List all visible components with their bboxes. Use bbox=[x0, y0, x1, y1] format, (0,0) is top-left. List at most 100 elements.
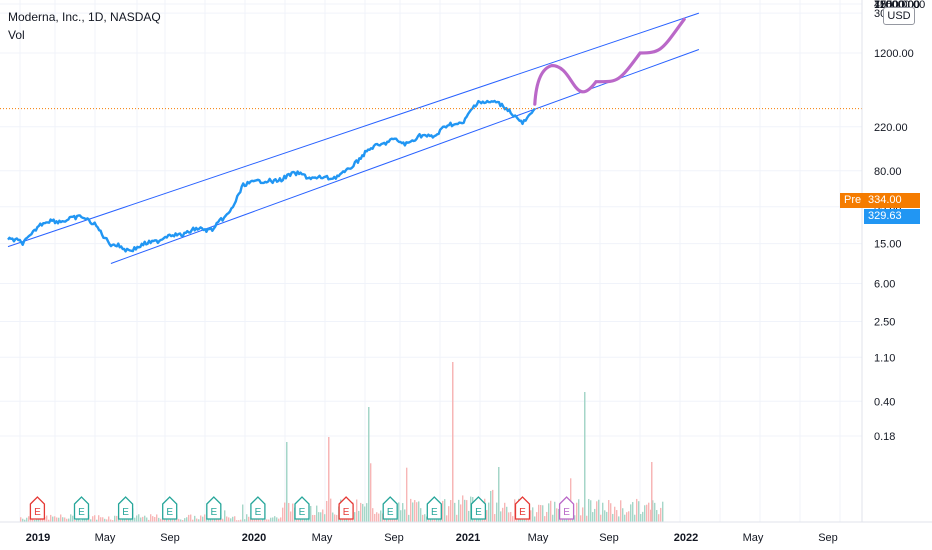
price-line bbox=[7, 99, 536, 253]
time-tick-label: May bbox=[743, 532, 764, 544]
volume-bar bbox=[420, 508, 422, 522]
volume-bar bbox=[360, 502, 362, 522]
earnings-marker-label: E bbox=[563, 507, 570, 518]
earnings-marker: E bbox=[470, 496, 487, 520]
earnings-marker-shape bbox=[162, 496, 178, 520]
earnings-marker-shape bbox=[117, 496, 134, 520]
price-tick-label: 7500.00 bbox=[874, 0, 914, 11]
volume-bar bbox=[448, 506, 450, 522]
volume-bar bbox=[34, 519, 36, 522]
volume-bar bbox=[638, 501, 640, 522]
volume-bar bbox=[464, 499, 466, 522]
volume-bar bbox=[52, 516, 54, 522]
volume-bar bbox=[248, 516, 250, 522]
volume-bar bbox=[238, 520, 240, 522]
volume-bar bbox=[58, 517, 60, 522]
earnings-marker-label: E bbox=[166, 507, 173, 518]
earnings-marker: E bbox=[117, 496, 134, 520]
volume-bar bbox=[544, 516, 546, 522]
price-tick-label: 1200.00 bbox=[874, 48, 914, 60]
currency-button[interactable]: USD bbox=[883, 7, 915, 25]
volume-bar bbox=[354, 512, 356, 522]
volume-bar bbox=[588, 498, 590, 522]
price-tick-label: 110000.00 bbox=[874, 0, 925, 11]
volume-bar bbox=[366, 503, 368, 522]
volume-bar bbox=[118, 518, 120, 522]
projection-path[interactable] bbox=[533, 17, 686, 106]
earnings-marker: E bbox=[426, 496, 442, 520]
volume-bar bbox=[244, 519, 246, 522]
volume-bar bbox=[402, 503, 404, 522]
volume-bar bbox=[534, 516, 536, 522]
time-tick-label: 2020 bbox=[242, 532, 266, 544]
volume-bar bbox=[168, 519, 170, 522]
volume-bar bbox=[246, 514, 248, 522]
volume-bar bbox=[272, 517, 274, 522]
volume-bar bbox=[470, 496, 472, 522]
volume-bar bbox=[398, 502, 400, 522]
price-tick-label: 80.00 bbox=[874, 166, 902, 178]
volume-bar bbox=[510, 511, 512, 522]
volume-bar bbox=[500, 511, 502, 522]
volume-bar bbox=[444, 499, 446, 522]
volume-bar bbox=[328, 437, 330, 522]
volume-bar bbox=[268, 519, 270, 522]
time-tick-label: May bbox=[95, 532, 116, 544]
volume-bar bbox=[512, 516, 514, 522]
volume-bar bbox=[578, 499, 580, 522]
volume-bar bbox=[586, 515, 588, 522]
earnings-marker: E bbox=[514, 496, 531, 520]
volume-bar bbox=[150, 514, 152, 522]
volume-bar bbox=[146, 517, 148, 522]
volume-bar bbox=[90, 519, 92, 522]
earnings-marker-shape bbox=[338, 496, 354, 520]
volume-bar bbox=[580, 515, 582, 522]
volume-bar bbox=[232, 516, 234, 522]
time-tick-label: Sep bbox=[384, 532, 404, 544]
volume-bar bbox=[138, 514, 140, 522]
earnings-marker-label: E bbox=[519, 507, 526, 518]
time-tick-label: Sep bbox=[160, 532, 180, 544]
volume-bar bbox=[590, 500, 592, 522]
volume-bar bbox=[596, 501, 598, 522]
volume-bar bbox=[454, 502, 456, 522]
earnings-marker-shape bbox=[250, 496, 266, 520]
trend-channel[interactable] bbox=[7, 12, 700, 264]
volume-bar bbox=[422, 514, 424, 522]
volume-bar bbox=[76, 518, 78, 522]
price-tick-label: 17500.00 bbox=[874, 0, 920, 11]
earnings-marker-label: E bbox=[34, 507, 41, 518]
volume-bar bbox=[36, 519, 38, 522]
volume-bar bbox=[536, 512, 538, 522]
volume-bar bbox=[514, 499, 516, 522]
time-axis[interactable]: 2019 May Sep 2020 May Sep 2021 May Sep 2022 May Sep bbox=[0, 521, 932, 544]
time-tick-label: Sep bbox=[818, 532, 838, 544]
volume-bar bbox=[494, 514, 496, 522]
price-tick-label: 15.00 bbox=[874, 239, 902, 251]
volume-bar bbox=[634, 514, 636, 522]
volume-bar bbox=[134, 517, 136, 522]
volume-bar bbox=[68, 518, 70, 522]
volume-bar bbox=[614, 506, 616, 522]
volume-bar bbox=[462, 495, 464, 522]
volume-bar bbox=[156, 514, 158, 522]
volume-bar bbox=[46, 515, 48, 522]
volume-bar bbox=[120, 519, 122, 522]
volume-bar bbox=[72, 515, 74, 522]
volume-bar bbox=[226, 516, 228, 522]
volume-bar bbox=[286, 442, 288, 522]
volume-bar bbox=[610, 503, 612, 522]
time-tick-label: 2019 bbox=[26, 532, 50, 544]
earnings-marker: E bbox=[250, 496, 266, 520]
volume-bar bbox=[280, 517, 282, 522]
volume-bar bbox=[178, 518, 180, 522]
price-tick-label: 0.18 bbox=[874, 431, 895, 443]
volume-bar bbox=[108, 516, 110, 522]
volume-bar bbox=[124, 517, 126, 522]
earnings-marker-label: E bbox=[78, 507, 85, 518]
price-axis[interactable]: 110000.0040000.0017500.007500.003000.001… bbox=[861, 0, 925, 522]
volume-bar bbox=[104, 518, 106, 522]
channel-upper-line bbox=[7, 12, 700, 248]
volume-bar bbox=[416, 502, 418, 522]
